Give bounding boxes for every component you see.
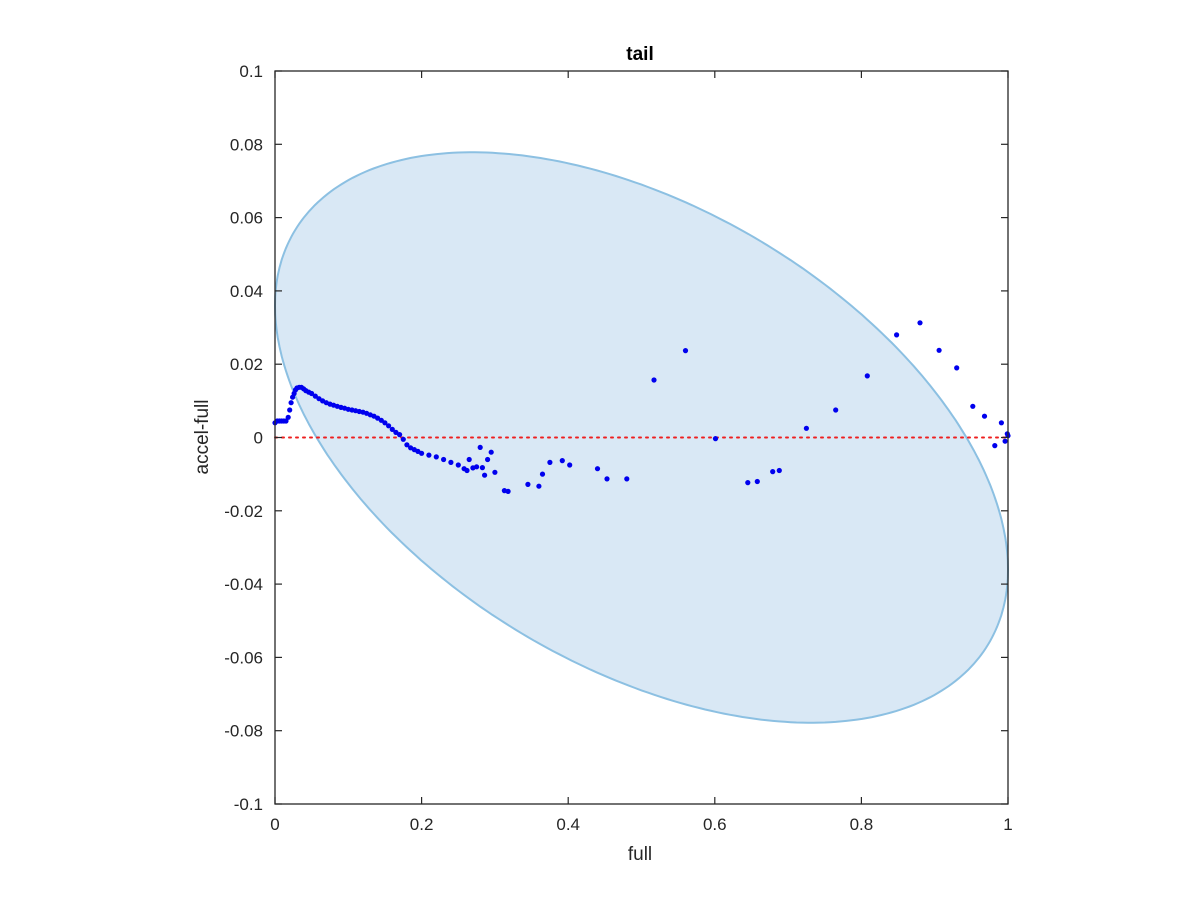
data-point [894, 332, 900, 338]
y-tick-label: -0.02 [224, 502, 263, 521]
data-point [382, 420, 388, 426]
data-point [594, 466, 601, 472]
data-point [624, 476, 630, 482]
data-point [477, 444, 483, 450]
data-point [455, 462, 461, 468]
data-point [803, 425, 810, 431]
data-point [288, 400, 294, 406]
x-tick-label: 1 [1003, 815, 1012, 834]
y-tick-label: -0.04 [224, 575, 263, 594]
data-point [397, 432, 403, 438]
data-point [604, 476, 610, 482]
data-point [479, 465, 485, 471]
data-point [536, 483, 542, 489]
data-point [682, 348, 689, 354]
data-point [998, 420, 1005, 426]
y-tick-label: 0.06 [230, 209, 263, 228]
data-point [954, 365, 960, 371]
data-point [287, 407, 293, 413]
data-point [386, 423, 392, 429]
data-point [474, 464, 480, 470]
data-point [864, 373, 870, 379]
data-point [547, 459, 553, 465]
data-point [312, 393, 318, 399]
data-point [426, 452, 432, 458]
x-tick-label: 0.8 [850, 815, 874, 834]
y-tick-label: -0.06 [224, 648, 263, 667]
data-point [712, 436, 719, 442]
data-point [505, 488, 511, 494]
x-tick-label: 0 [270, 815, 279, 834]
data-point [404, 442, 410, 448]
y-tick-label: -0.1 [234, 795, 263, 814]
data-point [754, 478, 760, 485]
data-point [525, 481, 531, 487]
data-point [389, 426, 395, 432]
y-tick-label: 0.04 [230, 282, 263, 301]
y-tick-label: 0.1 [239, 62, 263, 81]
y-tick-label: 0.02 [230, 355, 263, 374]
data-points [272, 320, 1011, 494]
data-point [559, 458, 565, 464]
data-point [441, 456, 447, 463]
data-point [917, 320, 923, 326]
y-tick-label: 0.08 [230, 135, 263, 154]
data-point [492, 469, 498, 475]
data-point [419, 450, 425, 456]
data-point [485, 456, 491, 463]
x-tick-label: 0.6 [703, 815, 727, 834]
x-axis-ticks: 0 0.2 0.4 0.6 0.8 1 [270, 71, 1013, 834]
data-point [433, 454, 439, 460]
data-point [539, 471, 546, 477]
data-point [936, 347, 942, 353]
y-tick-label: 0 [254, 429, 263, 448]
data-point [1002, 438, 1008, 444]
data-point [745, 480, 751, 486]
data-point [466, 456, 472, 463]
data-point [833, 407, 839, 413]
x-axis-label: full [628, 844, 652, 865]
y-axis-label: accel-full [192, 400, 213, 475]
chart-title: tail [626, 44, 653, 65]
data-point [464, 467, 470, 474]
data-point [970, 403, 976, 409]
data-point [651, 377, 657, 383]
data-point [488, 449, 494, 455]
data-point [776, 467, 782, 474]
data-point [992, 443, 998, 449]
x-tick-label: 0.2 [410, 815, 434, 834]
data-point [285, 414, 291, 420]
data-point [482, 472, 488, 478]
data-point [981, 413, 988, 419]
data-point [309, 390, 315, 397]
y-tick-label: -0.08 [224, 722, 263, 741]
data-point [400, 436, 406, 442]
y-axis-ticks: -0.1 -0.08 -0.06 -0.04 -0.02 0 0.02 0.04 0.06 0.0… [224, 62, 1008, 814]
data-point [770, 469, 776, 475]
x-tick-label: 0.4 [556, 815, 580, 834]
data-point [567, 462, 573, 468]
data-point [448, 459, 454, 465]
